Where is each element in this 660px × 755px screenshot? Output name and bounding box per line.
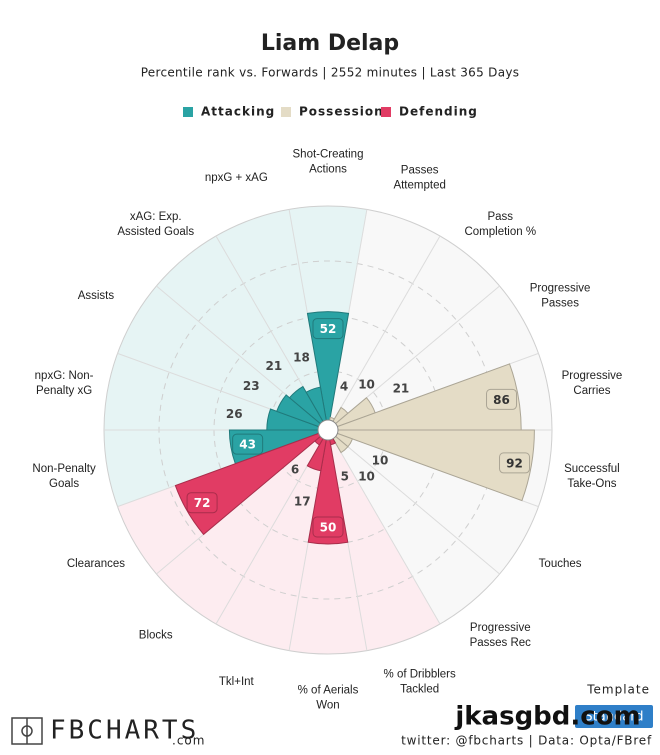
- category-label: % of Dribblers: [384, 668, 456, 680]
- watermark: jkasgbd.com: [454, 702, 640, 732]
- bar: [276, 394, 329, 431]
- category-label: Successful: [564, 463, 620, 475]
- legend-label: Possession: [299, 105, 384, 119]
- value-label: 86: [493, 393, 510, 407]
- value-label: 5: [341, 470, 349, 484]
- footer: FBCHARTS .com Template Standard jkasgbd.…: [11, 683, 653, 748]
- template-value[interactable]: Standard: [584, 710, 643, 725]
- category-label: Non-Penalty: [32, 463, 96, 475]
- category-label: Pass: [487, 211, 513, 223]
- bar: [307, 429, 349, 545]
- value-label: 4: [340, 380, 348, 394]
- bar: [288, 385, 329, 431]
- legend-swatch: [281, 107, 291, 117]
- slice-background: [156, 236, 328, 430]
- chart-subtitle: Percentile rank vs. Forwards | 2552 minu…: [141, 66, 520, 80]
- category-label: % of Aerials: [298, 685, 359, 697]
- category-label: Touches: [539, 558, 582, 570]
- template-label: Template: [586, 683, 650, 697]
- slice-background: [328, 286, 539, 430]
- bar: [306, 311, 350, 431]
- value-label: 23: [243, 379, 260, 393]
- category-label: Carries: [573, 385, 610, 397]
- brand-domain: .com: [172, 734, 205, 748]
- value-label: 43: [239, 438, 256, 452]
- value-label: 18: [293, 351, 310, 365]
- value-label-box: [186, 492, 218, 514]
- value-label: 72: [194, 496, 211, 510]
- value-label: 10: [358, 378, 375, 392]
- bar: [327, 429, 535, 502]
- value-label-box: [499, 452, 531, 474]
- legend-swatch: [381, 107, 391, 117]
- category-label: npxG: Non-: [35, 370, 94, 382]
- credit: twitter: @fbcharts | Data: Opta/FBref: [401, 734, 652, 748]
- category-label: Blocks: [139, 629, 173, 641]
- value-label: 10: [372, 454, 389, 468]
- category-label: Passes: [541, 298, 579, 310]
- category-label: Actions: [309, 164, 347, 176]
- slice-separator: [327, 235, 441, 431]
- value-label-box: [312, 516, 344, 538]
- brand: FBCHARTS: [50, 716, 199, 746]
- category-label: Progressive: [470, 622, 531, 634]
- category-label: Clearances: [67, 558, 125, 570]
- category-label: Attempted: [393, 180, 445, 192]
- logo-icon-circle: [21, 725, 33, 737]
- category-label: Tkl+Int: [219, 676, 255, 688]
- category-label: xAG: Exp.: [130, 211, 182, 223]
- category-label: Tackled: [400, 683, 439, 695]
- value-label: 17: [294, 494, 311, 508]
- category-label: Shot-Creating: [293, 149, 364, 161]
- slice-background: [328, 430, 539, 574]
- legend-label: Defending: [399, 105, 478, 119]
- value-label: 26: [226, 407, 243, 421]
- category-label: Passes Rec: [470, 637, 532, 649]
- legend: Attacking Possession Defending: [183, 105, 478, 119]
- legend-swatch: [183, 107, 193, 117]
- category-label: Assisted Goals: [117, 226, 194, 238]
- category-label: Goals: [49, 478, 79, 490]
- bar: [305, 386, 329, 431]
- category-label: Progressive: [562, 370, 623, 382]
- center-hole: [317, 419, 339, 441]
- category-label: Passes: [401, 165, 439, 177]
- value-label: 52: [320, 322, 337, 336]
- value-label: 92: [506, 456, 523, 470]
- chart-title: Liam Delap: [261, 31, 399, 56]
- value-label: 21: [393, 381, 410, 395]
- category-label: Take-Ons: [567, 478, 616, 490]
- slice-background: [216, 209, 328, 430]
- value-label: 21: [266, 359, 283, 373]
- slice-background: [328, 430, 440, 651]
- legend-label: Attacking: [201, 105, 275, 119]
- value-label: 50: [320, 521, 337, 535]
- category-label: Assists: [78, 290, 115, 302]
- value-label-box: [486, 388, 518, 410]
- bar: [306, 429, 329, 472]
- category-label: npxG + xAG: [205, 172, 268, 184]
- slice-background: [328, 236, 500, 430]
- category-label: Completion %: [464, 226, 536, 238]
- slice-background: [156, 430, 328, 624]
- slice-separator: [327, 429, 441, 625]
- slice-background: [328, 209, 440, 430]
- category-label: Progressive: [530, 283, 591, 295]
- slice-background: [328, 430, 500, 624]
- category-label: Won: [316, 700, 339, 712]
- value-label: 6: [291, 463, 299, 477]
- value-label: 10: [358, 469, 375, 483]
- slice-background: [117, 286, 328, 430]
- value-label-box: [232, 433, 264, 455]
- category-label: Penalty xG: [36, 385, 92, 397]
- template-button[interactable]: [575, 705, 653, 728]
- slice-background: [216, 430, 328, 651]
- slice-separator: [327, 429, 500, 575]
- value-label-box: [312, 318, 344, 340]
